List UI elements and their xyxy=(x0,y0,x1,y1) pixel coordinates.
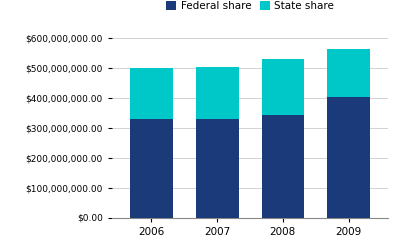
Bar xyxy=(196,119,238,218)
Bar xyxy=(262,114,304,218)
Bar xyxy=(262,59,304,114)
Bar xyxy=(130,68,173,119)
Legend: Federal share, State share: Federal share, State share xyxy=(162,0,338,15)
Bar xyxy=(327,49,370,97)
Bar xyxy=(130,119,173,218)
Bar xyxy=(196,67,238,119)
Bar xyxy=(327,97,370,218)
